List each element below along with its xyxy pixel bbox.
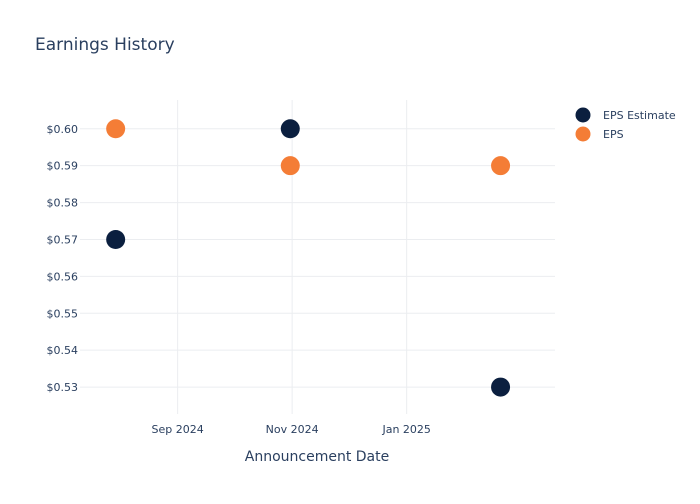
y-axis: $0.53 $0.54 $0.55 $0.56 $0.57 $0.58 $0.59 $0.60 — [47, 123, 79, 394]
x-tick-label: Nov 2024 — [266, 423, 319, 436]
chart-title: Earnings History — [35, 35, 175, 55]
y-tick-label: $0.54 — [47, 344, 79, 357]
y-tick-label: $0.56 — [47, 270, 79, 283]
legend-label: EPS Estimate — [603, 109, 676, 122]
data-point[interactable] — [491, 156, 511, 176]
y-tick-label: $0.59 — [47, 160, 79, 173]
x-tick-label: Jan 2025 — [381, 423, 430, 436]
x-tick-label: Sep 2024 — [152, 423, 204, 436]
data-point[interactable] — [491, 377, 511, 397]
y-tick-label: $0.53 — [47, 381, 79, 394]
legend-marker — [575, 126, 591, 142]
data-point[interactable] — [280, 156, 300, 176]
legend: EPS Estimate EPS — [575, 107, 676, 142]
data-point[interactable] — [106, 229, 126, 249]
legend-label: EPS — [603, 128, 624, 141]
x-axis-title: Announcement Date — [245, 449, 389, 465]
y-tick-label: $0.55 — [47, 307, 79, 320]
x-axis: Sep 2024 Nov 2024 Jan 2025 — [152, 423, 431, 436]
y-tick-label: $0.58 — [47, 197, 79, 210]
points-layer — [106, 119, 511, 397]
data-point[interactable] — [280, 119, 300, 139]
y-tick-label: $0.60 — [47, 123, 79, 136]
data-point[interactable] — [106, 119, 126, 139]
legend-marker — [575, 107, 591, 123]
grid-layer — [80, 100, 555, 414]
y-tick-label: $0.57 — [47, 233, 79, 246]
